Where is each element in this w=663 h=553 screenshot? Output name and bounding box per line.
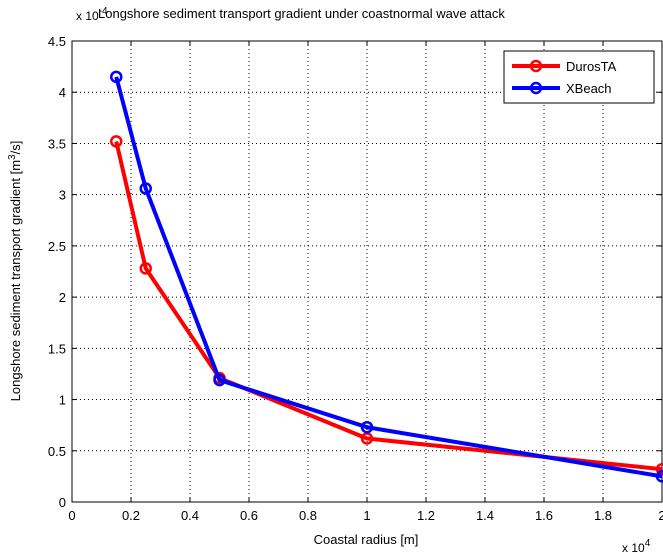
y-tick-label: 3 <box>59 188 66 203</box>
data-point-durosta <box>139 262 152 275</box>
ticks: 0 0.2 0.4 0.6 0.8 1 1.2 1.4 1.6 1.8 2 0 0.5 1 1.5 2 2.5 3… <box>48 34 663 523</box>
legend: DurosTA XBeach <box>503 50 655 104</box>
legend-label-xbeach: XBeach <box>566 81 612 96</box>
x-tick-label: 0.2 <box>122 508 140 523</box>
y-tick-label: 4.5 <box>48 34 66 49</box>
x-multiplier-base: x 10 <box>622 541 645 553</box>
y-multiplier: x 10-4 <box>76 6 108 23</box>
y-multiplier-exp: -4 <box>99 6 108 17</box>
series-line-xbeach <box>114 76 663 479</box>
chart-title: Longshore sediment transport gradient un… <box>98 6 505 21</box>
data-point-durosta <box>360 432 374 445</box>
y-tick-label: 2 <box>59 290 66 305</box>
x-tick-label: 0.4 <box>181 508 199 523</box>
x-tick-label: 1.2 <box>417 508 435 523</box>
x-tick-label: 1.4 <box>476 508 494 523</box>
y-axis-label: Longshore sediment transport gradient [m… <box>7 141 23 402</box>
x-multiplier-exp: 4 <box>645 538 651 549</box>
y-axis-label-main: Longshore sediment transport gradient [m <box>8 160 23 401</box>
legend-marker-xbeach <box>529 81 543 95</box>
x-tick-label: 1.6 <box>535 508 553 523</box>
data-point-durosta <box>655 462 663 476</box>
x-tick-label: 1 <box>363 508 370 523</box>
y-tick-label: 2.5 <box>48 239 66 254</box>
y-tick-label: 1.5 <box>48 341 66 356</box>
legend-marker-durosta <box>529 59 543 73</box>
y-tick-label: 0 <box>59 495 66 510</box>
data-point-durosta <box>110 135 123 148</box>
x-tick-label: 2 <box>658 508 663 523</box>
x-axis-label: Coastal radius [m] <box>314 532 419 547</box>
y-tick-label: 1 <box>59 393 66 408</box>
data-point-xbeach <box>655 470 663 483</box>
legend-box <box>503 50 655 104</box>
data-point-xbeach <box>360 420 374 434</box>
y-tick-label: 0.5 <box>48 444 66 459</box>
data-point-xbeach <box>139 182 152 195</box>
x-tick-label: 0.8 <box>299 508 317 523</box>
y-tick-label: 3.5 <box>48 136 66 151</box>
series-group <box>110 70 663 483</box>
y-axis-label-tail: /s] <box>8 141 23 155</box>
data-point-xbeach <box>110 70 123 84</box>
legend-label-durosta: DurosTA <box>566 59 617 74</box>
x-tick-label: 1.8 <box>594 508 612 523</box>
data-point-xbeach <box>213 373 226 387</box>
y-axis-label-sup: 3 <box>7 154 18 160</box>
x-tick-label: 0 <box>68 508 75 523</box>
y-tick-label: 4 <box>59 85 66 100</box>
x-multiplier: x 104 <box>622 538 651 553</box>
y-multiplier-base: x 10 <box>76 9 99 23</box>
x-tick-label: 0.6 <box>240 508 258 523</box>
